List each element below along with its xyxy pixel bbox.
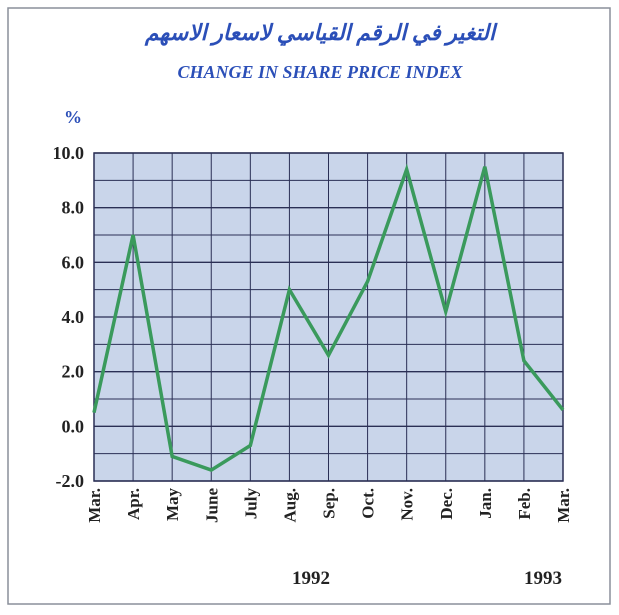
chart-subtitle: CHANGE IN SHARE PRICE INDEX [177, 62, 463, 82]
y-tick-label: 10.0 [53, 143, 85, 163]
x-tick-label: Mar. [554, 488, 573, 523]
x-tick-label: Mar. [85, 488, 104, 523]
x-tick-label: Apr. [124, 488, 143, 520]
y-tick-label: 4.0 [62, 307, 85, 327]
x-tick-label: Aug. [280, 488, 299, 522]
data-line [92, 163, 565, 472]
y-tick-label: 6.0 [62, 252, 85, 272]
y-tick-label: -2.0 [56, 471, 85, 491]
x-tick-label: Sep. [320, 488, 339, 519]
plot-border [93, 152, 564, 482]
year-label: 1993 [524, 568, 562, 589]
x-tick-label: Oct. [359, 488, 378, 519]
chart-title: التغير في الرقم القياسي لاسعار الاسهم [144, 20, 498, 46]
y-axis-label: % [64, 107, 82, 127]
y-tick-label: 8.0 [62, 198, 85, 218]
x-tick-label: Nov. [398, 488, 417, 521]
x-tick-label: May [163, 488, 182, 522]
x-tick-label: July [241, 488, 260, 520]
year-label: 1992 [292, 568, 330, 589]
y-tick-label: 2.0 [62, 362, 85, 382]
x-tick-label: Feb. [515, 488, 534, 520]
x-tick-label: Dec. [437, 488, 456, 520]
x-tick-label: June [202, 488, 221, 523]
y-tick-label: 0.0 [62, 416, 85, 436]
x-tick-label: Jan. [476, 488, 495, 519]
